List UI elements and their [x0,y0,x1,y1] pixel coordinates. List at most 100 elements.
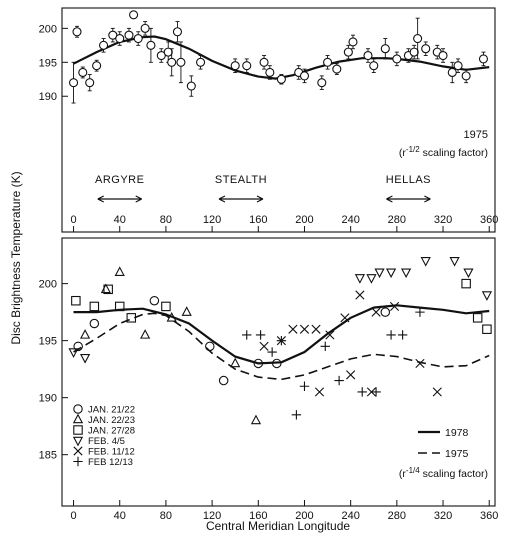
bottom-x-tick-label: 240 [341,510,359,522]
top-data-point [133,33,143,44]
top-data-point [167,57,177,67]
top-data-point [413,33,423,44]
bottom-plot-frame [61,237,496,507]
point-triangle [100,283,111,294]
bottom-x-tick-label: 0 [70,510,76,522]
top-panel: 190 195 200 0 40 80 120 160 200 240 280 320 360 197… [39,7,498,233]
bottom-y-tick-label: 200 [39,279,57,291]
top-data-point [332,64,342,74]
legend-marker-square [73,425,83,435]
point-x [389,301,400,312]
top-data-points [68,10,489,104]
bottom-x-ticks: 0 40 80 120 160 200 240 280 320 360 [70,500,498,522]
top-x-tick-label: 120 [203,214,221,226]
point-square [71,295,81,306]
point-plus [371,387,381,397]
point-x [346,370,356,380]
top-data-point [299,71,310,81]
top-data-point [453,61,463,71]
top-data-point [461,71,471,81]
point-triangle-down [374,268,385,279]
top-data-point [242,61,252,71]
top-data-point [409,47,419,57]
top-data-point [129,10,139,20]
legend-label: JAN. 27/28 [88,426,135,437]
top-data-point [163,47,173,57]
top-data-point [363,50,373,61]
top-scaling-note-r: (r [399,147,406,159]
curve-1975 [73,312,490,381]
top-data-point [146,40,156,50]
top-x-tick-label: 80 [160,214,172,226]
point-plus [357,387,367,397]
point-x [288,324,298,334]
bottom-y-tick-label: 185 [39,450,57,462]
point-triangle-down [481,291,493,301]
top-y-tick-label: 200 [39,23,57,35]
region-double-arrow [218,195,264,203]
legend-marker-triangle-down [72,436,84,447]
point-circle [73,341,83,352]
top-fit-curve [73,35,490,80]
top-x-tick-label: 0 [70,214,76,226]
region-label: HELLAS [386,174,431,186]
top-y-tick-label: 190 [39,91,57,103]
top-data-point [72,27,82,37]
point-plus [320,341,330,352]
legend-marker-x [73,446,83,456]
top-scaling-note-exp: -1/2 [406,145,420,154]
top-data-point [478,54,489,64]
top-data-point [369,61,379,71]
top-y-ticks: 190 195 200 [39,23,68,103]
top-x-tick-label: 200 [295,214,313,226]
top-data-point [323,57,333,67]
point-triangle [230,357,241,368]
point-triangle-down [449,257,460,267]
top-data-point [85,78,95,88]
point-plus [291,410,302,420]
bottom-x-tick-label: 80 [160,510,172,522]
point-x [415,358,425,369]
bottom-x-tick-label: 200 [295,510,313,522]
point-plus [386,330,396,340]
top-data-point [99,40,109,50]
point-x [325,330,335,340]
point-square [472,313,483,323]
top-data-point [438,50,448,61]
top-y-tick-label: 195 [39,57,57,69]
bottom-scaling-note-text: scaling factor) [420,468,488,480]
legend-label-1975: 1975 [445,448,469,460]
legend-label: FEB. 11/12 [88,447,135,458]
top-data-point [265,67,275,78]
point-plus [397,330,408,340]
bottom-x-tick-label: 120 [203,510,221,522]
top-data-point [392,54,402,64]
point-square [126,313,137,323]
bottom-y-tick-label: 190 [39,393,57,405]
point-plus [267,347,277,357]
top-data-point [276,74,286,84]
top-plot-frame [61,7,496,233]
point-circle [380,307,391,317]
top-x-tick-label: 160 [249,214,267,226]
point-triangle-down [385,268,397,279]
top-data-point [380,44,390,54]
top-x-tick-label: 360 [480,214,498,226]
point-triangle-down [79,353,91,364]
y-axis-label: Disc Brightness Temperature (K) [9,171,23,344]
top-data-point [259,57,269,67]
bottom-scaling-note: (r-1/4 scaling factor) [399,466,488,480]
legend-marker-plus [73,456,83,467]
point-triangle-down [354,274,366,284]
x-axis-label: Central Meridian Longitude [206,519,350,533]
point-circle [272,358,282,369]
bottom-x-tick-label: 320 [434,510,452,522]
region-double-arrow [386,195,431,203]
top-data-point [348,37,358,47]
top-data-point [176,57,186,67]
point-plus [415,307,425,317]
point-x [314,387,325,397]
top-data-point [92,61,102,71]
